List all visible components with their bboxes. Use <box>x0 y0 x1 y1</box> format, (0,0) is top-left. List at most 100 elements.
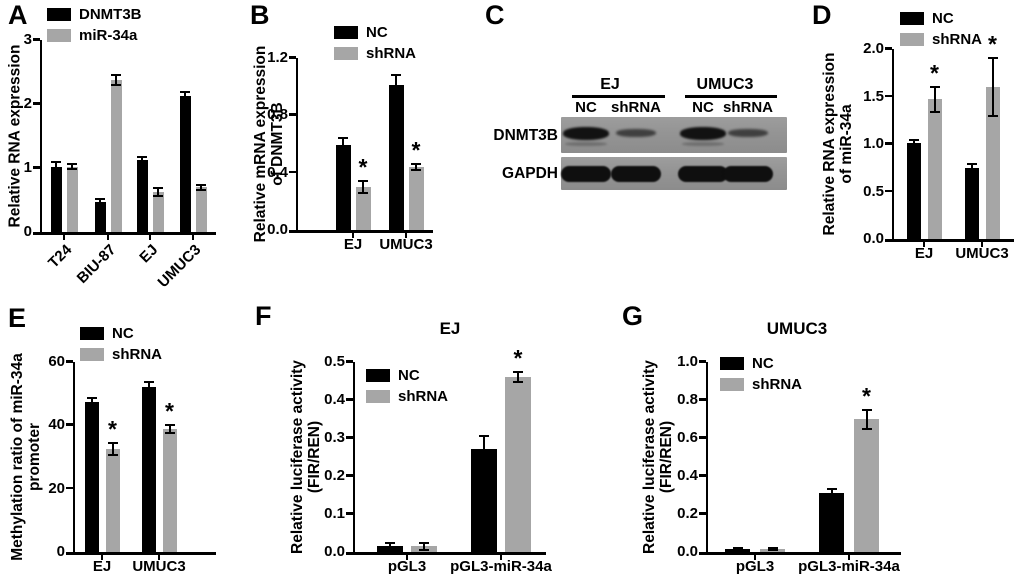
error-bar-line <box>423 542 425 550</box>
error-bar-line <box>517 372 519 383</box>
x-axis <box>352 552 546 555</box>
y-tick <box>345 398 353 401</box>
y-tick <box>884 47 892 50</box>
legend-label: NC <box>752 355 774 372</box>
x-axis <box>891 239 1014 242</box>
y-axis-label: Relative RNA expression of miR-34a <box>821 0 855 289</box>
error-bar-cap-bottom <box>419 548 429 551</box>
chart-title: EJ <box>439 319 461 338</box>
error-bar-cap-bottom <box>111 84 121 87</box>
y-tick-label: 2.0 <box>863 40 884 57</box>
error-bar-cap-top <box>966 162 977 165</box>
y-axis-label: Relative luciferase activity (FIR/REN) <box>641 312 675 584</box>
blot-protein-label: DNMT3B <box>493 127 558 144</box>
error-bar-cap-top <box>95 197 105 200</box>
error-bar-cap-bottom <box>385 548 395 551</box>
error-bar-cap-bottom <box>137 161 147 164</box>
error-bar-cap-top <box>479 435 489 438</box>
y-tick-label: 0.2 <box>677 505 698 522</box>
x-category-label: UMUC3 <box>132 558 186 575</box>
error-bar-cap-top <box>767 547 778 550</box>
bar <box>355 187 371 230</box>
y-tick <box>32 38 40 41</box>
y-axis-label: Relative RNA expression <box>7 0 24 282</box>
error-bar-line <box>168 425 171 433</box>
y-axis-label-line: Relative RNA expression <box>821 52 838 236</box>
legend-label: NC <box>398 367 420 384</box>
panel-b: B 0.0 0.4 0.8 1.2 Relative mRNA expression of… <box>240 0 470 295</box>
y-axis-label-line: Relative luciferase activity <box>641 360 658 554</box>
legend-label: miR-34a <box>79 27 138 44</box>
bar <box>854 419 879 552</box>
bar <box>94 201 106 232</box>
error-bar-cap-bottom <box>51 170 61 173</box>
y-tick-label: 0.8 <box>677 391 698 408</box>
significance-star: * <box>165 398 174 425</box>
panel-label-a: A <box>8 0 28 30</box>
blot-group-underline <box>572 95 665 98</box>
error-bar-cap-top <box>732 547 743 550</box>
error-bar-cap-bottom <box>767 548 778 551</box>
legend-label: NC <box>366 24 388 41</box>
significance-star: * <box>411 137 421 164</box>
loading-control-band <box>678 166 728 182</box>
y-axis-label: Methylation ratio of miR-34a promoter <box>9 312 43 584</box>
bar <box>50 166 62 232</box>
legend-swatch <box>900 33 924 46</box>
error-bar-cap-top <box>908 139 919 142</box>
y-tick <box>884 239 892 242</box>
blot-group-underline <box>685 95 777 98</box>
y-tick <box>32 166 40 169</box>
blot-lane-label: NC <box>575 99 597 116</box>
error-bar-cap-bottom <box>411 168 421 171</box>
y-tick <box>32 232 40 235</box>
error-bar-cap-bottom <box>107 453 118 456</box>
y-tick <box>884 94 892 97</box>
protein-band-faint <box>682 142 724 146</box>
error-bar-cap-bottom <box>143 392 154 395</box>
error-bar-cap-bottom <box>929 110 940 113</box>
bar <box>985 87 1000 239</box>
y-axis-label-line: of DNMT3B <box>269 102 286 186</box>
y-tick <box>345 474 353 477</box>
error-bar-line <box>389 542 391 550</box>
y-tick <box>65 360 73 363</box>
y-tick <box>698 552 706 555</box>
legend-label: NC <box>932 10 954 27</box>
bar <box>152 192 164 232</box>
error-bar-line <box>184 92 186 101</box>
y-tick <box>65 423 73 426</box>
bar <box>408 166 424 230</box>
y-tick-label: 3 <box>23 31 32 48</box>
y-axis <box>705 362 708 552</box>
error-bar-cap-bottom <box>513 381 523 384</box>
y-tick <box>345 512 353 515</box>
error-bar-line <box>483 436 485 463</box>
bar <box>388 85 404 230</box>
blot-group-header: UMUC3 <box>696 76 754 93</box>
error-bar-cap-top <box>419 541 429 544</box>
blot-membrane <box>561 117 787 153</box>
legend-swatch <box>366 369 390 382</box>
error-bar-line <box>55 162 57 172</box>
y-tick-label: 0.4 <box>267 163 288 181</box>
error-bar-cap-bottom <box>966 170 977 173</box>
blot-group-header: EJ <box>600 76 620 93</box>
y-tick-label: 1.2 <box>267 49 288 66</box>
significance-star: * <box>108 416 117 443</box>
error-bar-cap-bottom <box>391 94 401 97</box>
panel-e: E 0 20 40 60 Methylation ratio of miR-34a pro… <box>0 295 235 584</box>
error-bar-cap-bottom <box>732 548 743 551</box>
legend-label: shRNA <box>398 388 449 405</box>
error-bar-cap-bottom <box>358 191 368 194</box>
legend-label: DNMT3B <box>79 6 142 23</box>
y-tick <box>698 512 706 515</box>
y-tick-label: 20 <box>48 479 65 497</box>
error-bar-line <box>71 164 73 170</box>
y-tick <box>32 102 40 105</box>
error-bar-line <box>157 188 159 197</box>
x-category-label: EJ <box>92 558 112 575</box>
y-tick-label: 0.0 <box>863 230 884 247</box>
error-bar-line <box>415 164 417 170</box>
protein-band <box>680 127 726 140</box>
